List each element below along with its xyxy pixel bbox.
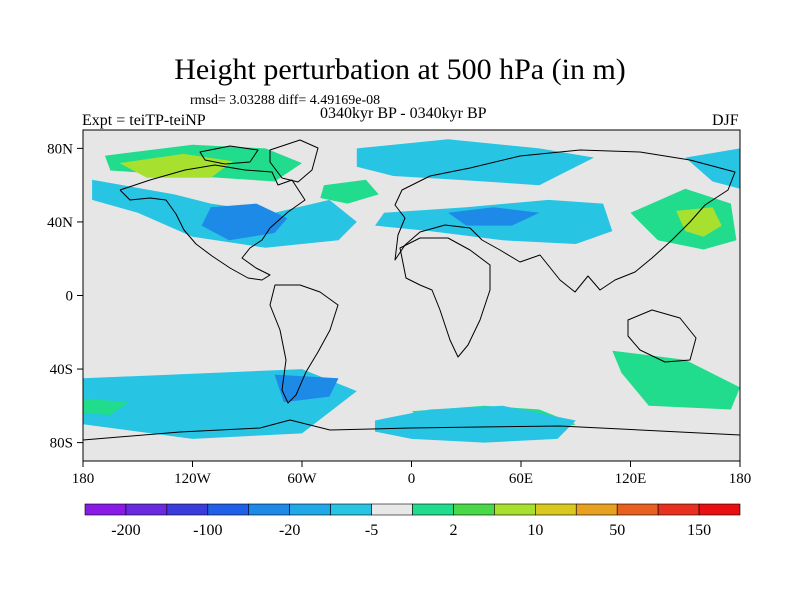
lat-tick-label-4: 80S [50, 436, 73, 452]
lat-tick-label-0: 80N [47, 141, 73, 157]
lon-tick-label-3: 0 [408, 471, 416, 487]
coastline-africa [399, 237, 491, 358]
colorbar-label-3: -5 [365, 522, 378, 539]
colorbar-label-7: 150 [687, 522, 711, 539]
colorbar-swatch-3 [207, 503, 250, 516]
colorbar-label-5: 10 [527, 522, 543, 539]
colorbar-label-6: 50 [609, 522, 625, 539]
lon-tick-label-6: 180 [729, 471, 752, 487]
lon-tick-label-0: 180 [72, 471, 95, 487]
anomaly-region-9 [676, 207, 722, 237]
colorbar-swatch-6 [330, 503, 372, 516]
colorbar-swatch-13 [616, 503, 659, 516]
anomaly-region-10 [685, 148, 740, 189]
anomaly-region-1 [201, 203, 288, 241]
season-label: DJF [712, 112, 739, 129]
anomaly-region-12 [274, 374, 339, 403]
lon-tick-label-1: 120W [174, 471, 212, 487]
axis-ticks: 80N 40N 0 40S 80S 180 120W 60W 0 60E 120E 180 [47, 141, 751, 487]
colorbar-label-4: 2 [449, 522, 457, 539]
colorbar-label-2: -20 [279, 522, 300, 539]
coastline-eurasia [394, 149, 736, 293]
anomaly-region-4 [320, 179, 379, 204]
colorbar-label-1: -100 [193, 522, 222, 539]
colorbar-swatch-1 [125, 503, 168, 516]
coastline-antarctica [83, 419, 740, 441]
colorbar-swatch-4 [248, 503, 290, 516]
map-title: Height perturbation at 500 hPa (in m) [174, 53, 626, 86]
colorbar-swatch-2 [166, 503, 209, 516]
anomaly-region-13 [83, 398, 129, 415]
coastline-south-america [269, 284, 339, 404]
colorbar-swatch-0 [84, 503, 127, 516]
colorbar-swatch-5 [289, 503, 331, 516]
coastline-arctic-islands [199, 145, 259, 165]
colorbar-label-0: -200 [111, 522, 140, 539]
statistics-label: rmsd= 3.03288 diff= 4.49169e-08 [190, 93, 381, 108]
colorbar-swatch-14 [657, 503, 700, 516]
colorbar-swatch-10 [494, 503, 536, 516]
coastline-north-america [119, 164, 306, 281]
lon-tick-label-5: 120E [615, 471, 647, 487]
anomaly-region-15 [612, 350, 740, 410]
lat-tick-label-2: 0 [66, 289, 74, 305]
lon-tick-label-2: 60W [287, 471, 317, 487]
colorbar-swatch-7 [371, 503, 413, 516]
colorbar-swatch-15 [698, 503, 741, 516]
coastlines [83, 139, 740, 441]
lon-tick-label-4: 60E [509, 471, 533, 487]
coastline-australia [627, 309, 697, 363]
colorbar-swatch-9 [453, 503, 495, 516]
colorbar-swatch-12 [575, 503, 618, 516]
anomaly-region-7 [448, 207, 540, 226]
period-label: 0340kyr BP - 0340kyr BP [320, 105, 487, 122]
anomaly-fills [83, 139, 740, 443]
lat-tick-label-3: 40S [50, 362, 73, 378]
colorbar-swatch-8 [412, 503, 454, 516]
experiment-label: Expt = teiTP-teiNP [82, 112, 206, 129]
anomaly-region-5 [356, 139, 594, 186]
lat-tick-label-1: 40N [47, 215, 73, 231]
anomaly-region-16 [375, 405, 576, 443]
coastline-greenland [269, 139, 319, 183]
colorbar: -200 -100 -20 -5 2 10 50 150 [84, 503, 741, 539]
colorbar-swatch-11 [535, 503, 577, 516]
